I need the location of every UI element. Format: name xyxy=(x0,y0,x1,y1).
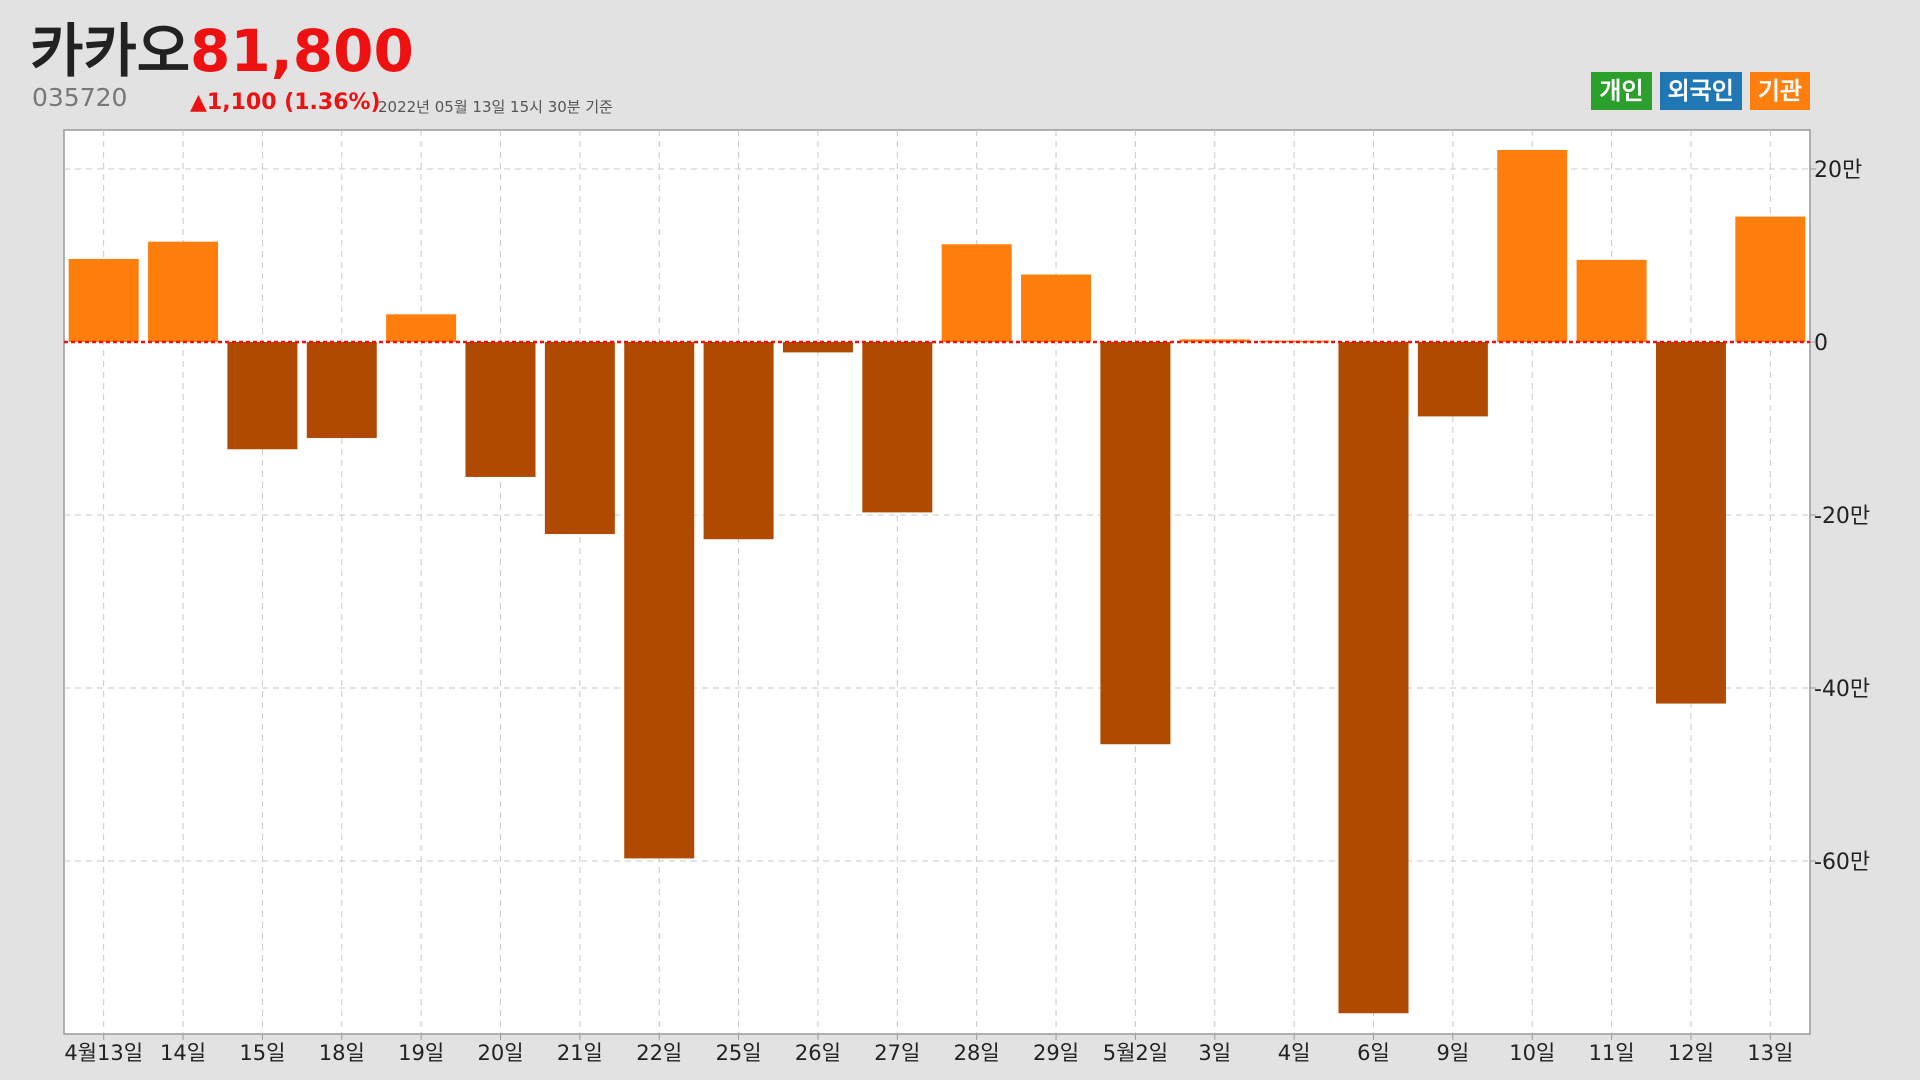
x-tick-label: 29일 xyxy=(1033,1041,1079,1065)
y-tick-label: -40만 xyxy=(1814,677,1870,702)
bar xyxy=(1497,149,1568,342)
legend-individual[interactable]: 개인 xyxy=(1591,72,1652,110)
legend: 개인 외국인 기관 xyxy=(1591,72,1810,110)
y-tick-label: -20만 xyxy=(1814,504,1870,529)
bar xyxy=(68,258,139,342)
y-tick-label: 20만 xyxy=(1814,158,1862,183)
x-tick-label: 20일 xyxy=(477,1041,523,1065)
x-tick-label: 25일 xyxy=(716,1041,762,1065)
x-tick-label: 15일 xyxy=(239,1041,285,1065)
bar xyxy=(1655,342,1726,704)
bar xyxy=(306,342,377,439)
bar xyxy=(386,314,457,342)
stock-price: 81,800 xyxy=(190,17,414,85)
price-change: ▲1,100 (1.36%) xyxy=(190,90,381,115)
legend-institution[interactable]: 기관 xyxy=(1749,72,1810,110)
bar xyxy=(1259,340,1330,343)
x-tick-label: 19일 xyxy=(398,1041,444,1065)
x-tick-label: 26일 xyxy=(795,1041,841,1065)
x-tick-label: 18일 xyxy=(319,1041,365,1065)
bar xyxy=(227,342,298,450)
bar xyxy=(1179,339,1250,342)
x-tick-label: 5월2일 xyxy=(1103,1041,1168,1065)
x-tick-label: 4일 xyxy=(1278,1041,1311,1065)
bar xyxy=(1576,259,1647,342)
x-tick-label: 22일 xyxy=(636,1041,682,1065)
bar xyxy=(1021,274,1092,342)
bar xyxy=(703,342,774,540)
x-tick-label: 28일 xyxy=(954,1041,1000,1065)
bar xyxy=(624,342,695,859)
x-tick-label: 12일 xyxy=(1668,1041,1714,1065)
x-tick-label: 27일 xyxy=(874,1041,920,1065)
bar xyxy=(544,342,615,535)
bar xyxy=(782,342,853,353)
x-tick-label: 21일 xyxy=(557,1041,603,1065)
bar xyxy=(1735,216,1806,342)
x-tick-label: 13일 xyxy=(1747,1041,1793,1065)
x-tick-label: 4월13일 xyxy=(64,1041,143,1065)
stock-code: 035720 xyxy=(32,83,128,112)
bar xyxy=(862,342,933,513)
bar xyxy=(941,244,1012,342)
legend-foreigner[interactable]: 외국인 xyxy=(1659,72,1742,110)
bar xyxy=(1100,342,1171,745)
x-tick-label: 14일 xyxy=(160,1041,206,1065)
as-of-timestamp: 2022년 05월 13일 15시 30분 기준 xyxy=(378,98,613,116)
bar xyxy=(1338,342,1409,1014)
bar xyxy=(148,241,219,342)
x-tick-label: 6일 xyxy=(1357,1041,1390,1065)
x-tick-label: 11일 xyxy=(1589,1041,1635,1065)
bar xyxy=(1417,342,1488,417)
y-tick-label: -60만 xyxy=(1814,850,1870,875)
bar xyxy=(465,342,536,477)
y-tick-label: 0 xyxy=(1814,331,1828,356)
stock-name: 카카오 xyxy=(30,17,191,85)
x-tick-label: 3일 xyxy=(1198,1041,1231,1065)
x-tick-label: 10일 xyxy=(1509,1041,1555,1065)
x-tick-label: 9일 xyxy=(1437,1041,1470,1065)
